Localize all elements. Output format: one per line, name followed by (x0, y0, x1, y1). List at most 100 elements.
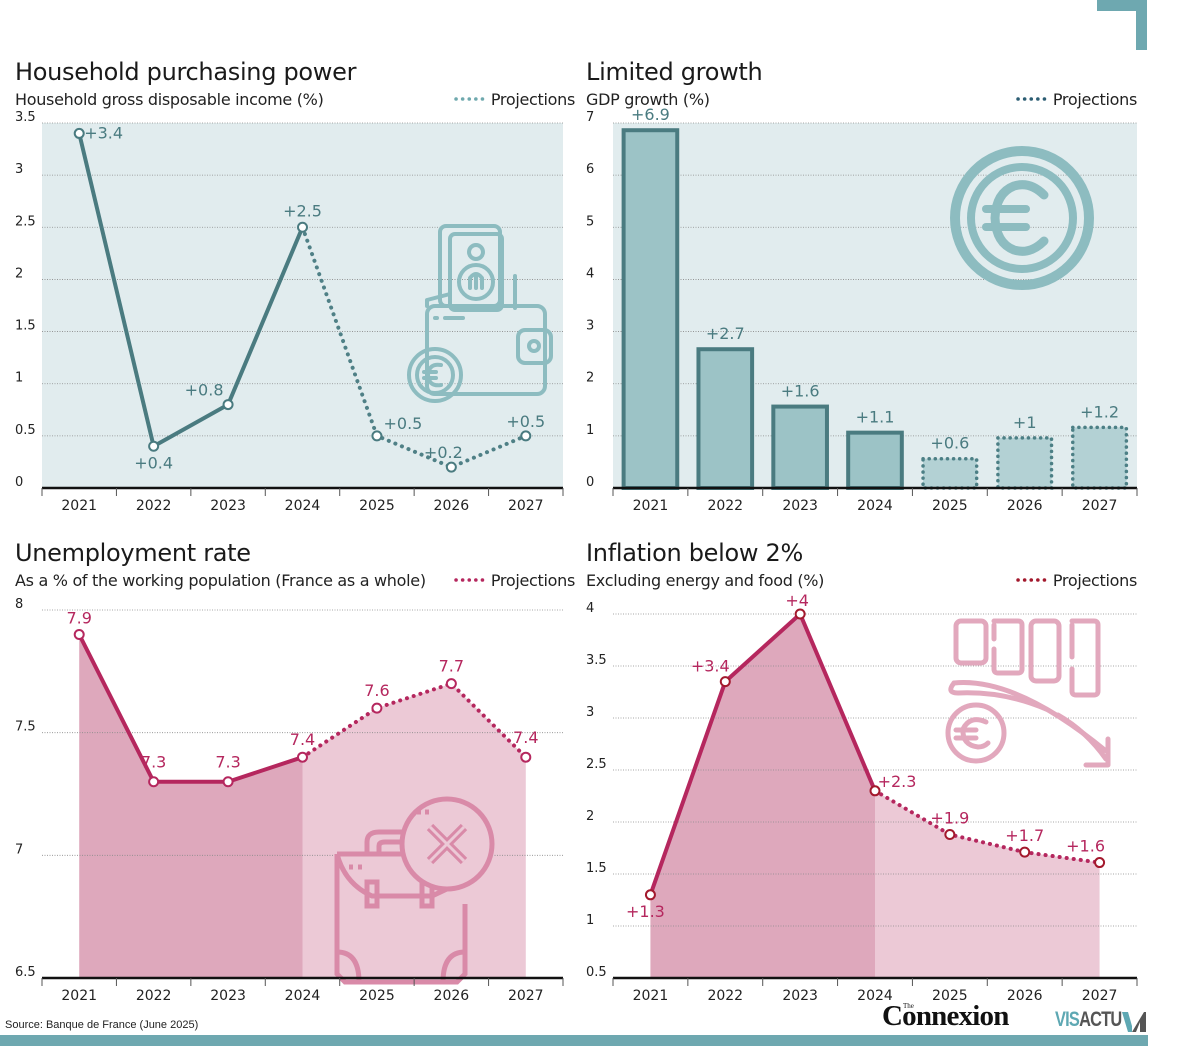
x-axis: 2021 2022 2023 2024 2025 2026 2027 (41, 976, 564, 1004)
data-point (222, 776, 234, 788)
x-tick-label: 2026 (1007, 498, 1043, 514)
dotted-line-legend-icon (454, 96, 486, 101)
bar (621, 128, 680, 490)
projection-line (300, 681, 528, 760)
visactu-mark-icon (1122, 1012, 1146, 1032)
legend-label: Projections (490, 90, 575, 109)
corner-decoration (1097, 0, 1147, 50)
data-label: +0.6 (930, 434, 969, 453)
y-tick-label: 2 (586, 809, 594, 824)
x-tick-label: 2024 (285, 498, 321, 514)
x-tick-label: 2025 (359, 988, 395, 1004)
chart-subtitle: Household gross disposable income (%) (15, 90, 324, 109)
series: +3.4+0.4+0.8+2.5+0.5+0.2+0.5 (73, 123, 545, 473)
chart-subtitle: Excluding energy and food (%) (586, 571, 825, 590)
x-tick-label: 2025 (932, 988, 968, 1004)
y-tick-label: 0 (15, 475, 23, 490)
x-tick-label: 2025 (932, 498, 968, 514)
logo-the: The (903, 1002, 914, 1010)
source-note: Source: Banque de France (June 2025) (5, 1019, 199, 1031)
data-label: +1.6 (1066, 837, 1105, 856)
y-tick-label: 8 (15, 597, 23, 612)
y-tick-label: 3.5 (15, 110, 36, 125)
logo-connexion-text: Connexion (882, 1000, 1009, 1032)
plot-background (650, 614, 1100, 978)
x-tick-label: 2026 (1007, 988, 1043, 1004)
x-tick-label: 2022 (136, 988, 172, 1004)
y-tick-label: 1.5 (15, 319, 36, 334)
data-point (371, 702, 383, 714)
projected-bar (1071, 425, 1129, 490)
data-label: +1.9 (930, 808, 969, 827)
projections-legend: Projections (454, 571, 575, 590)
x-axis: 2021 2022 2023 2024 2025 2026 2027 (612, 486, 1138, 514)
data-point (719, 676, 731, 688)
chart-subtitle: As a % of the working population (France… (15, 571, 426, 590)
data-label: +4 (785, 591, 809, 610)
bar (771, 404, 829, 491)
chart-title: Unemployment rate (15, 539, 251, 567)
x-tick-label: 2023 (210, 498, 246, 514)
historical-line (77, 132, 305, 449)
logo-vis-text: VIS (1055, 1008, 1080, 1031)
x-tick-label: 2022 (707, 988, 743, 1004)
projection-area (875, 790, 1100, 978)
projections-legend: Projections (454, 90, 575, 109)
y-tick-label: 4 (586, 601, 594, 616)
projection-line (873, 788, 1102, 865)
dotted-line-legend-icon (454, 577, 486, 582)
data-label: +1.2 (1080, 402, 1119, 421)
data-point (445, 678, 457, 690)
data-label: 7.6 (364, 681, 389, 700)
data-label: +1.3 (626, 902, 665, 921)
y-tick-label: 0.5 (586, 965, 607, 980)
unemployment-panel: Unemployment rate As a % of the working … (15, 539, 575, 1009)
grid: 0.5 1 1.5 2 2.5 3 3.5 4 (586, 601, 1137, 980)
chart-subtitle: GDP growth (%) (586, 90, 710, 109)
bar (846, 430, 904, 490)
data-label: +3.4 (84, 123, 123, 142)
historical-area (650, 614, 875, 978)
y-tick-label: 1 (586, 423, 594, 438)
data-label: 7.9 (66, 609, 91, 628)
y-tick-label: 2.5 (15, 214, 36, 229)
data-label: +1.6 (781, 382, 820, 401)
y-tick-label: 1.5 (586, 861, 607, 876)
euro-coin-icon (950, 146, 1094, 290)
x-tick-label: 2021 (61, 988, 97, 1004)
chart-title: Limited growth (586, 58, 763, 86)
data-point (869, 785, 881, 797)
data-point (73, 629, 85, 641)
y-tick-label: 3.5 (586, 653, 607, 668)
data-point (520, 751, 532, 763)
y-tick-label: 3 (586, 319, 594, 334)
x-tick-label: 2024 (285, 988, 321, 1004)
y-tick-label: 6.5 (15, 965, 36, 980)
data-point (944, 828, 956, 840)
data-label: +1.1 (856, 408, 895, 427)
data-label: +2.3 (878, 772, 917, 791)
projections-legend: Projections (1016, 571, 1137, 590)
data-label: +0.2 (424, 443, 463, 462)
y-tick-label: 1 (586, 913, 594, 928)
gdp-growth-panel: Limited growth GDP growth (%) Projection… (586, 58, 1138, 528)
data-point (644, 889, 656, 901)
data-label: +3.4 (691, 657, 730, 676)
x-tick-label: 2023 (782, 498, 818, 514)
y-tick-label: 7 (586, 110, 594, 125)
dotted-line-legend-icon (1016, 96, 1048, 101)
data-point (1094, 857, 1106, 869)
data-point (445, 461, 457, 473)
grid: 0 0.5 1 1.5 2 2.5 3 3.5 (15, 110, 563, 490)
y-tick-label: 0.5 (15, 423, 36, 438)
grid: 6.5 7 7.5 8 (15, 597, 563, 980)
data-label: 7.3 (141, 753, 166, 772)
historical-line (77, 633, 304, 784)
data-label: +0.5 (383, 414, 422, 433)
inflation-panel: Inflation below 2% Excluding energy and … (586, 539, 1138, 1009)
data-label: 7.4 (513, 728, 538, 747)
y-tick-label: 7.5 (15, 720, 36, 735)
legend-label: Projections (1052, 571, 1137, 590)
